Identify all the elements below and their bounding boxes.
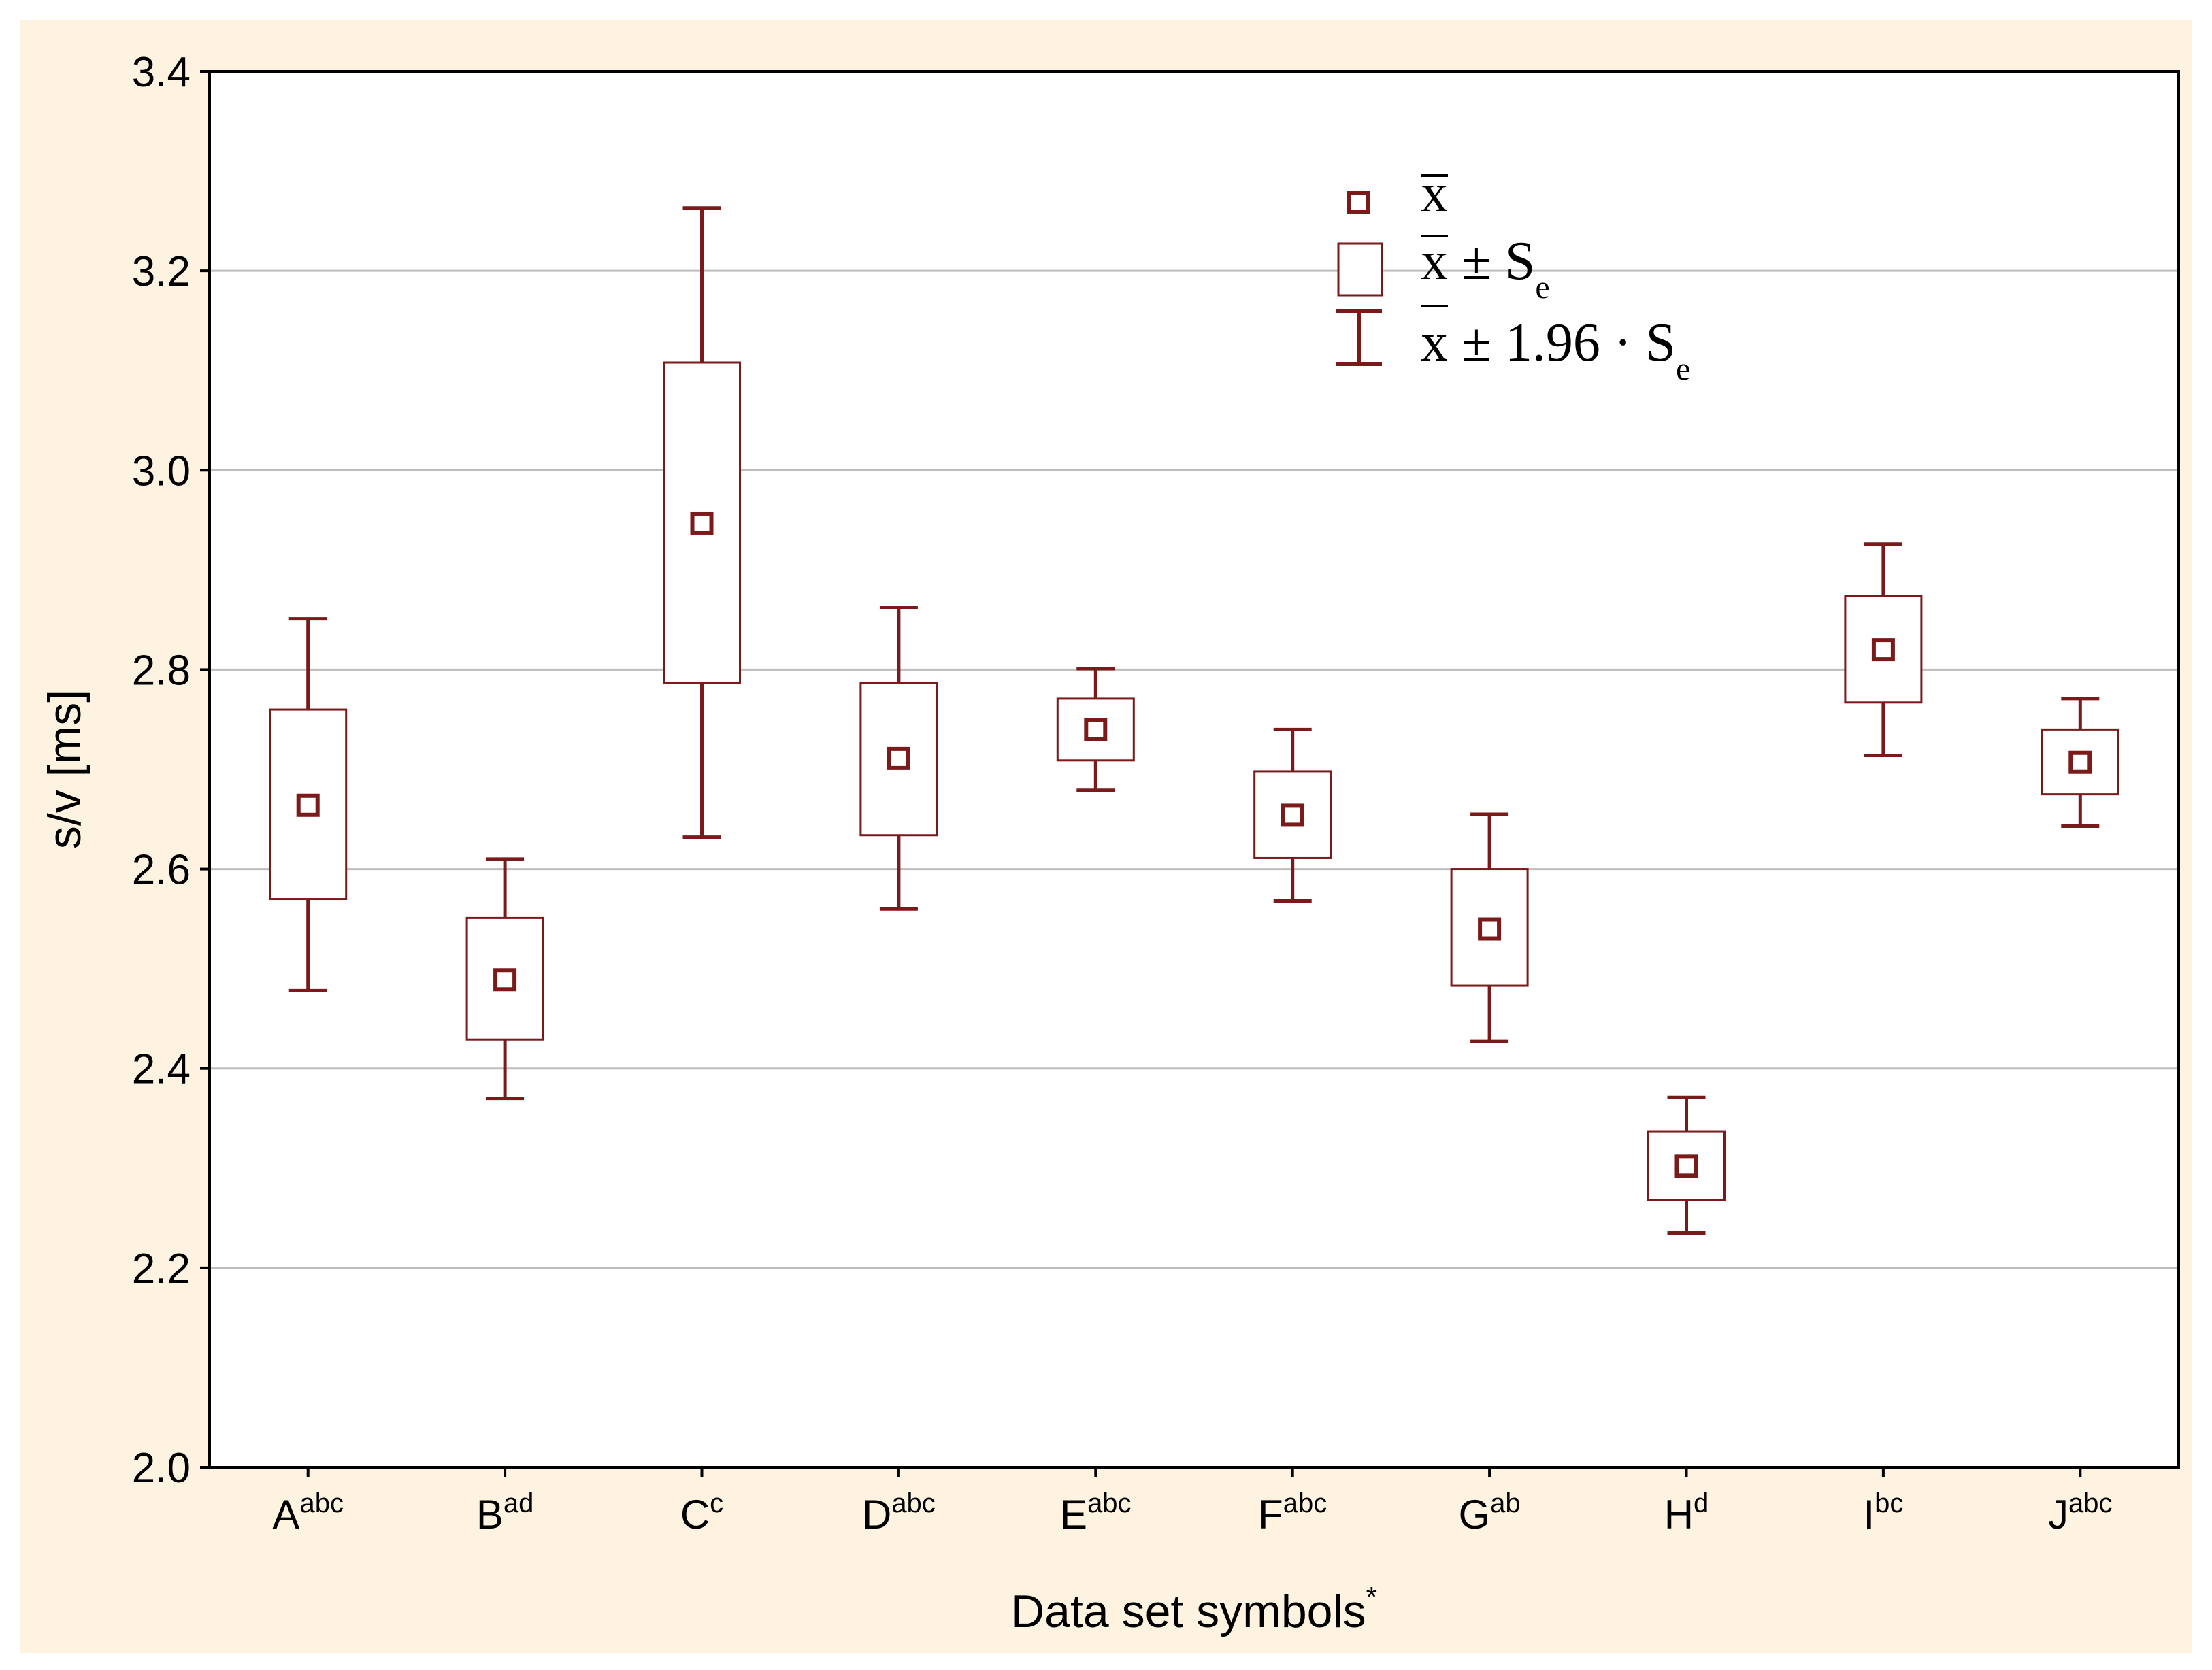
y-tick-label: 3.0	[132, 448, 191, 495]
box-H	[1647, 1095, 1726, 1235]
legend-se-sub: e	[1535, 269, 1549, 305]
x-tick-label: Dabc	[862, 1488, 936, 1537]
x-tick-label: Bad	[476, 1488, 534, 1537]
x-tick-letter: C	[680, 1492, 710, 1537]
x-tick-letter: A	[272, 1492, 299, 1537]
plot-area	[210, 71, 2179, 1467]
legend-ci-label: x ± 1.96 · Se	[1421, 313, 1690, 387]
plot-frame	[208, 70, 2180, 1469]
x-tick-label: Fabc	[1258, 1488, 1327, 1537]
box-D	[859, 606, 938, 911]
x-tick-label: Eabc	[1060, 1488, 1132, 1537]
x-tick-letter: F	[1258, 1492, 1283, 1537]
mean-marker	[296, 793, 320, 817]
y-tick-label: 3.4	[132, 49, 191, 96]
x-axis-title-text: Data set symbols	[1011, 1586, 1366, 1637]
box-C	[663, 206, 741, 839]
legend-ci-sub: e	[1676, 351, 1690, 387]
x-axis-title-sup: *	[1366, 1581, 1377, 1613]
mean-marker	[1478, 917, 1502, 941]
x-tick-letter: D	[862, 1492, 891, 1537]
x-tick-superscript: ab	[1490, 1488, 1521, 1518]
mean-marker	[1084, 718, 1108, 741]
box-B	[465, 857, 544, 1101]
x-tick-letter: I	[1863, 1492, 1875, 1537]
box-E	[1056, 667, 1135, 792]
x-tick-label: Ibc	[1863, 1488, 1903, 1537]
box-F	[1253, 727, 1332, 903]
legend-ci-text: x ± 1.96 · S	[1421, 313, 1676, 373]
x-tick-letter: H	[1664, 1492, 1694, 1537]
box-A	[269, 617, 348, 992]
x-axis-title: Data set symbols*	[1011, 1581, 1377, 1637]
x-tick-superscript: abc	[2068, 1488, 2113, 1518]
box-J	[2041, 697, 2119, 829]
legend-mean-marker	[1347, 191, 1370, 214]
x-tick-superscript: abc	[299, 1488, 344, 1518]
x-tick-superscript: abc	[1283, 1488, 1327, 1518]
x-tick-superscript: bc	[1875, 1488, 1903, 1518]
y-tick-label: 3.2	[132, 248, 191, 295]
y-tick-label: 2.4	[132, 1046, 191, 1093]
x-tick-label: Gab	[1459, 1488, 1521, 1537]
x-tick-letter: J	[2048, 1492, 2068, 1537]
legend: x x ± Se x ± 1.96 · Se	[1336, 163, 1690, 387]
mean-marker	[1871, 638, 1895, 662]
x-tick-label: Hd	[1664, 1488, 1709, 1537]
legend-se-label: x ± Se	[1421, 231, 1550, 305]
box-I	[1844, 542, 1923, 757]
legend-se-text: x ± S	[1421, 231, 1535, 291]
y-axis-ticks: 2.0 2.2 2.4 2.6 2.8 3.0 3.2 3.4	[132, 49, 210, 1492]
x-tick-label: Jabc	[2048, 1488, 2113, 1537]
mean-marker	[887, 746, 910, 770]
x-tick-label: Cc	[680, 1488, 723, 1537]
mean-marker	[1674, 1154, 1698, 1178]
mean-marker	[1281, 803, 1304, 827]
gridlines	[210, 269, 2179, 1269]
x-tick-letter: E	[1060, 1492, 1087, 1537]
y-tick-label: 2.6	[132, 847, 191, 894]
legend-ci-whisker	[1336, 309, 1382, 366]
x-tick-superscript: d	[1694, 1488, 1708, 1518]
mean-marker	[493, 968, 517, 992]
x-tick-letter: G	[1459, 1492, 1491, 1537]
series-boxes	[269, 206, 2119, 1235]
y-tick-label: 2.2	[132, 1246, 191, 1292]
y-tick-label: 2.8	[132, 647, 191, 694]
y-tick-label: 2.0	[132, 1445, 191, 1492]
mean-marker	[690, 511, 714, 535]
x-tick-superscript: abc	[891, 1488, 936, 1518]
x-axis-ticks: Aabc Bad Cc Dabc Eabc Fabc Gab Hd Ibc Jabc	[272, 1467, 2113, 1537]
box-G	[1450, 812, 1529, 1043]
legend-se-box	[1337, 242, 1383, 297]
mean-marker	[2068, 750, 2092, 774]
x-tick-label: Aabc	[272, 1488, 344, 1537]
legend-mean-label: x	[1421, 163, 1448, 223]
y-axis-title: s/v [ms]	[39, 690, 90, 849]
x-tick-superscript: ad	[504, 1488, 534, 1518]
x-tick-superscript: abc	[1087, 1488, 1132, 1518]
x-tick-letter: B	[476, 1492, 504, 1537]
x-tick-superscript: c	[710, 1488, 723, 1518]
